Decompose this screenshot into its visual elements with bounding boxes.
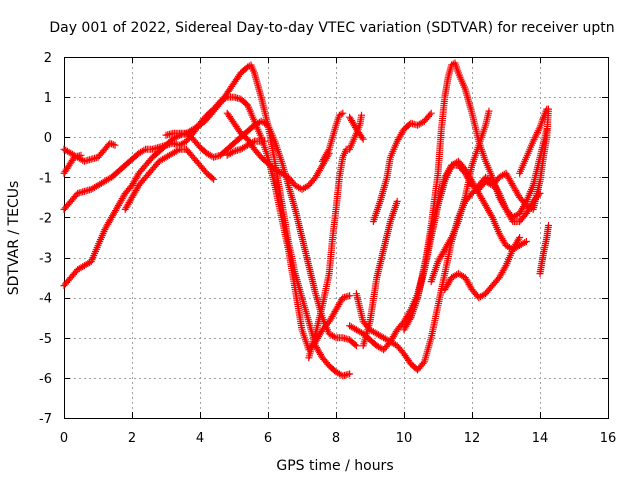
series-4-markers	[121, 145, 218, 213]
series-11	[346, 157, 530, 354]
series-13-markers	[359, 197, 401, 350]
x-axis-label: GPS time / hours	[276, 458, 393, 474]
x-tick-label-0: 0	[60, 431, 68, 446]
series-1	[60, 151, 85, 177]
y-tick-label-7: -5	[39, 332, 52, 347]
series-5	[162, 117, 360, 350]
series-17	[441, 234, 524, 302]
series-12-markers	[369, 109, 435, 225]
series-9-markers	[318, 109, 347, 165]
series-19	[475, 105, 552, 213]
series-18	[427, 107, 493, 286]
axis-ticks	[64, 57, 609, 419]
x-tick-label-5: 10	[396, 431, 413, 446]
x-tick-label-4: 8	[332, 431, 340, 446]
y-tick-label-5: -3	[39, 252, 52, 267]
series-12	[369, 109, 435, 225]
y-tick-label-4: -2	[39, 211, 52, 226]
series-21	[536, 222, 552, 278]
series-21-markers	[536, 222, 552, 278]
series-7-markers	[223, 137, 269, 159]
y-tick-label-2: 0	[44, 131, 52, 146]
series-20-markers	[516, 105, 551, 177]
x-tick-label-8: 16	[600, 431, 617, 446]
series-18-markers	[427, 107, 493, 286]
series-14	[346, 113, 367, 143]
series-4	[121, 145, 218, 213]
series-3-markers	[60, 61, 354, 380]
chart-title: Day 001 of 2022, Sidereal Day-to-day VTE…	[49, 20, 614, 36]
series-20	[516, 105, 551, 177]
series-9	[318, 109, 347, 165]
series-7	[223, 137, 269, 159]
y-tick-label-1: 1	[44, 91, 52, 106]
series-14-markers	[346, 113, 367, 143]
series-16-markers	[407, 59, 551, 322]
series-6	[223, 109, 333, 193]
series-8-markers	[305, 111, 365, 362]
x-tick-label-1: 2	[128, 431, 136, 446]
series-6-markers	[223, 109, 333, 193]
series-8	[305, 111, 365, 362]
series-17-markers	[441, 234, 524, 302]
series-13	[359, 197, 401, 350]
x-tick-labels: 0 2 4 6 8 10 12 14 16	[60, 431, 616, 446]
y-tick-label-6: -4	[39, 292, 52, 307]
y-tick-labels: 2 1 0 -1 -2 -3 -4 -5 -6 -7	[39, 51, 52, 427]
x-tick-label-2: 4	[196, 431, 204, 446]
series-5-markers	[162, 117, 360, 350]
x-tick-label-6: 12	[464, 431, 481, 446]
series-2	[60, 93, 354, 354]
y-axis-label: SDTVAR / TECUs	[6, 181, 22, 296]
y-tick-label-3: -1	[39, 171, 52, 186]
data-points	[60, 59, 552, 380]
series-3	[60, 61, 354, 380]
y-tick-label-9: -7	[39, 412, 52, 427]
series-19-markers	[475, 105, 552, 213]
series-11-markers	[346, 157, 530, 354]
y-tick-label-8: -6	[39, 372, 52, 387]
series-1-markers	[60, 151, 85, 177]
series-16	[407, 59, 551, 322]
x-tick-label-3: 6	[264, 431, 272, 446]
series-2-markers	[60, 93, 354, 354]
x-tick-label-7: 14	[532, 431, 549, 446]
y-tick-label-0: 2	[44, 51, 52, 66]
